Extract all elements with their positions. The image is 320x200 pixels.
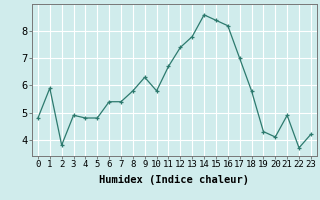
X-axis label: Humidex (Indice chaleur): Humidex (Indice chaleur) bbox=[100, 175, 249, 185]
